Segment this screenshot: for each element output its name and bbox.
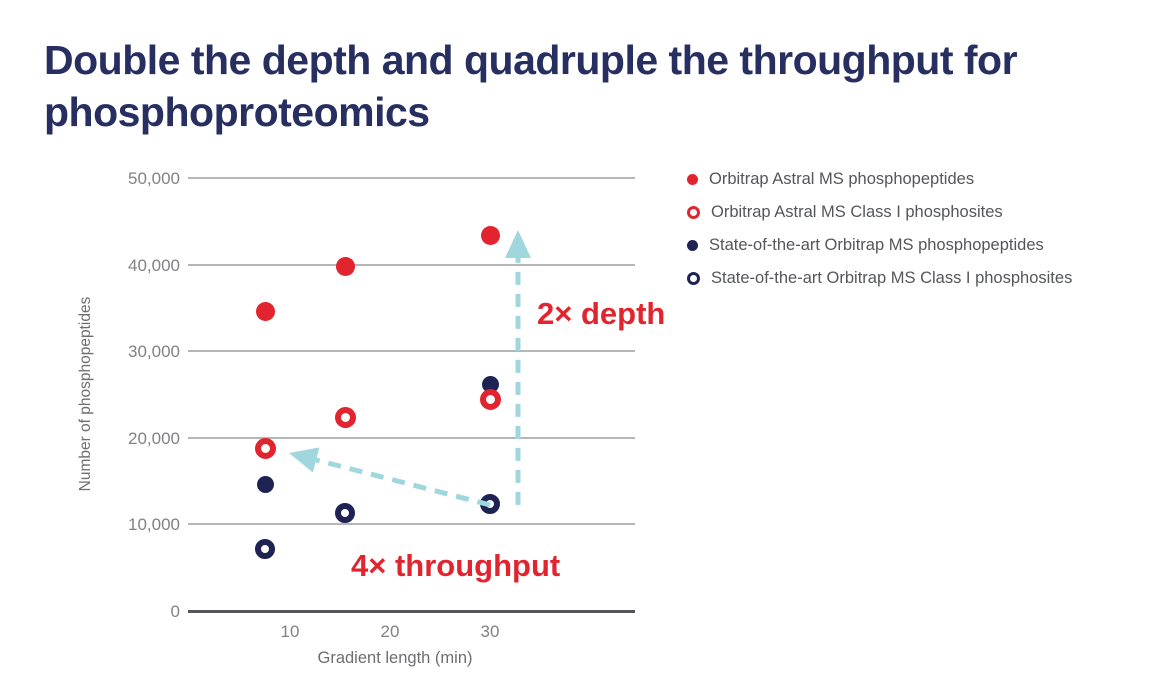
legend-item-label: State-of-the-art Orbitrap MS Class I pho… [711,269,1073,287]
data-point [481,375,499,393]
data-point [255,301,275,321]
throughput-annotation-label: 4× throughput [351,548,561,583]
y-axis-title: Number of phosphopeptides [77,296,94,492]
legend-item-astral-phosphosites: Orbitrap Astral MS Class I phosphosites [687,196,1072,229]
data-point [334,406,356,428]
x-tick-label: 30 [480,622,500,641]
depth-arrow-head-icon [505,229,531,258]
throughput-arrow-head-icon [289,447,320,473]
x-axis-title: Gradient length (min) [317,649,473,667]
legend-item-label: Orbitrap Astral MS phosphopeptides [709,170,975,188]
y-tick-label: 30,000 [128,342,180,362]
gridline [188,177,635,179]
data-point [254,437,276,459]
data-point [255,538,275,559]
y-tick-label: 20,000 [128,428,180,448]
data-point [479,389,501,411]
gridline [188,523,635,526]
filled-navy-dot-icon [687,240,698,251]
page-title: Double the depth and quadruple the throu… [44,37,1018,136]
legend-item-label: State-of-the-art Orbitrap MS phosphopept… [709,236,1044,254]
legend-item-label: Orbitrap Astral MS Class I phosphosites [711,203,1003,221]
depth-annotation-label: 2× depth [537,296,666,331]
y-tick-label: 10,000 [128,515,180,535]
x-axis-line [188,610,635,613]
filled-red-dot-icon [687,174,698,185]
data-point [256,476,274,494]
open-navy-dot-icon [687,272,700,285]
throughput-arrow-line [315,457,491,508]
legend-item-astral-phosphopeptides: Orbitrap Astral MS phosphopeptides [687,163,1072,196]
data-point [480,225,500,245]
x-tick-label: 20 [380,622,400,641]
gridline [188,263,635,266]
y-tick-label: 0 [170,602,180,621]
y-tick-label: 50,000 [128,169,180,188]
x-tick-label: 10 [280,622,300,641]
data-point [335,503,355,524]
data-point [480,494,500,515]
gridline [188,350,635,353]
legend-item-sota-phosphopeptides: State-of-the-art Orbitrap MS phosphopept… [687,229,1072,262]
data-point [335,256,355,276]
y-tick-label: 40,000 [128,255,180,275]
legend: Orbitrap Astral MS phosphopeptides Orbit… [687,163,1072,295]
legend-item-sota-phosphosites: State-of-the-art Orbitrap MS Class I pho… [687,262,1072,295]
open-red-dot-icon [687,206,700,219]
gridline [188,436,635,439]
